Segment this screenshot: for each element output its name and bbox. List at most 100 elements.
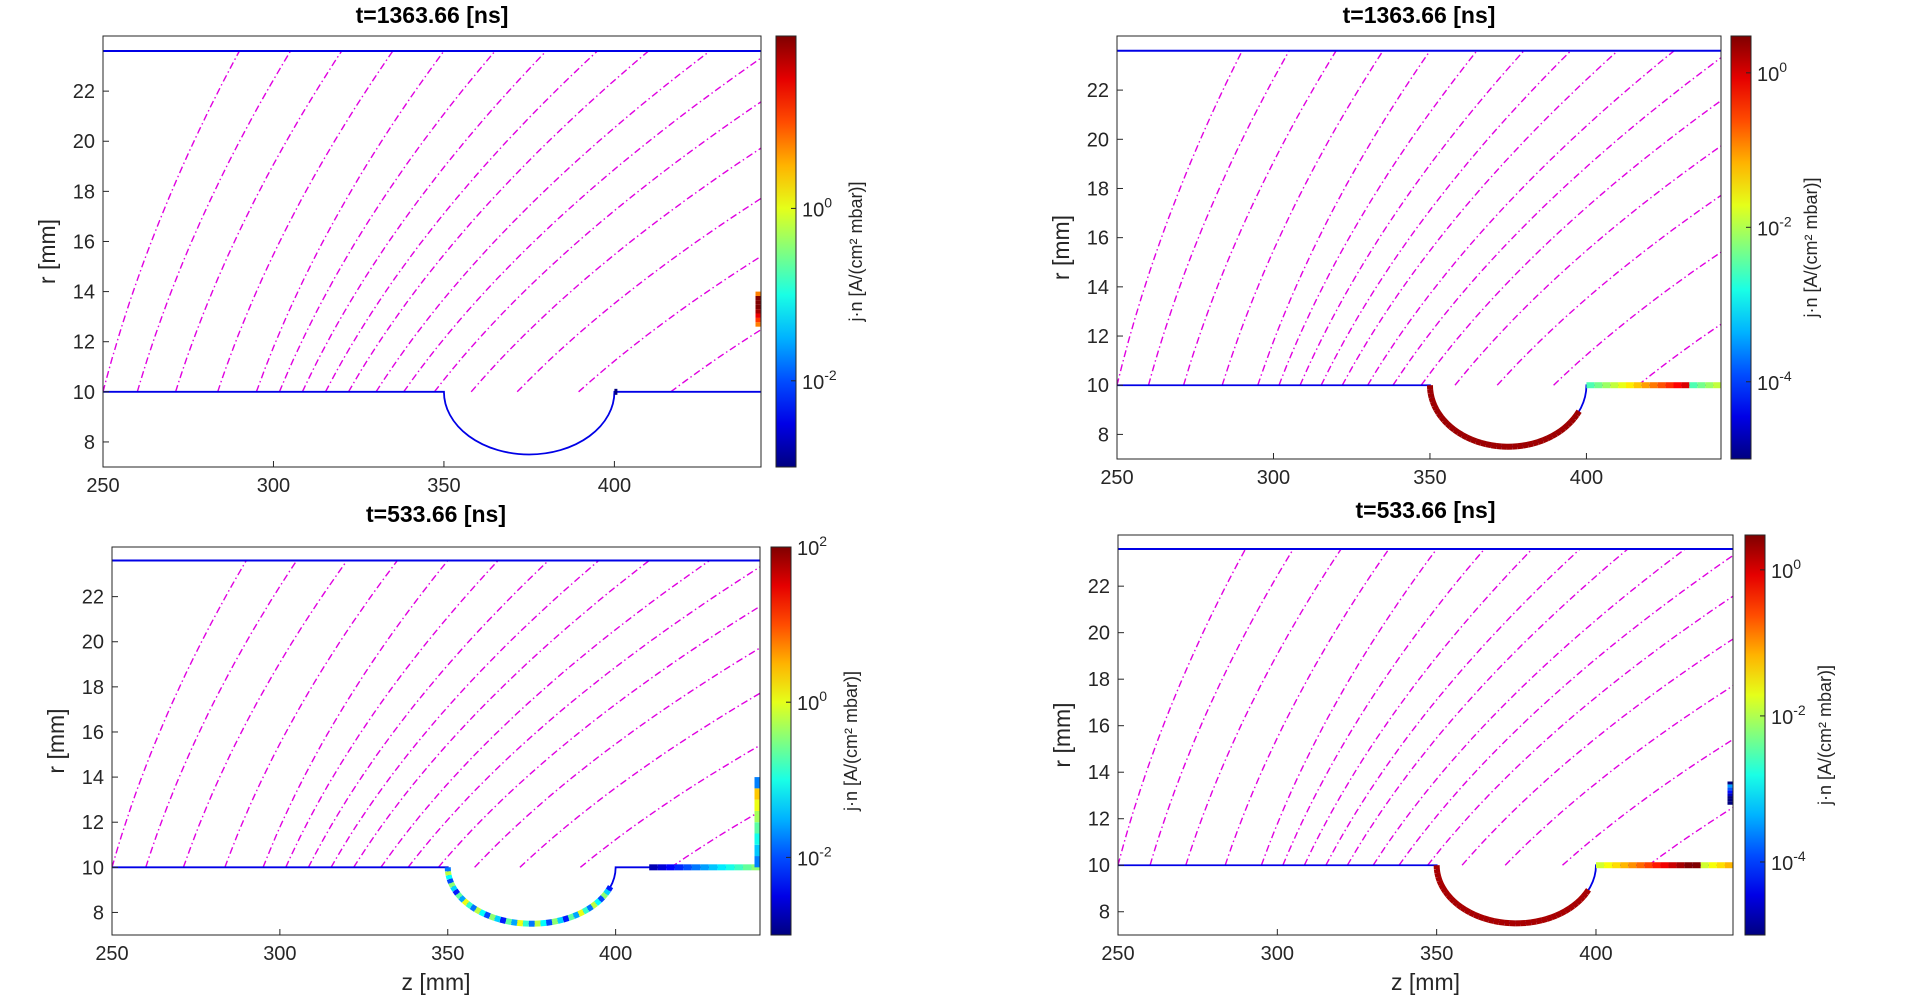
y-tick-label: 12 xyxy=(82,812,104,834)
field-line xyxy=(224,560,398,868)
emission-mark xyxy=(1541,435,1549,444)
y-axis-label: r [mm] xyxy=(1048,215,1074,280)
emission-mark xyxy=(1433,407,1442,415)
field-line xyxy=(1224,548,1390,866)
emission-mark xyxy=(1583,888,1591,896)
field-line xyxy=(474,647,760,868)
field-line xyxy=(1320,50,1572,386)
colorbar-tick-label: 10-4 xyxy=(1771,848,1806,875)
bottom-wall-groove xyxy=(1118,864,1733,925)
field-line xyxy=(1221,50,1384,386)
emission-mark xyxy=(597,895,605,903)
emission-mark xyxy=(1441,418,1450,426)
field-line xyxy=(1147,50,1290,386)
field-line xyxy=(1461,638,1733,866)
field-line xyxy=(1260,548,1438,866)
emission-mark xyxy=(1532,439,1539,447)
emission-mark xyxy=(556,916,564,924)
y-tick-label: 14 xyxy=(1087,277,1109,299)
colorbar xyxy=(1730,35,1752,460)
field-line xyxy=(1299,50,1525,386)
field-line xyxy=(1185,548,1342,866)
emission-mark xyxy=(452,888,461,896)
x-axis-label: z [mm] xyxy=(1391,969,1460,995)
field-line xyxy=(217,50,394,393)
emission-mark xyxy=(1488,916,1495,924)
field-line xyxy=(1341,50,1619,386)
field-line xyxy=(470,147,761,393)
emission-mark xyxy=(1480,439,1487,448)
field-line xyxy=(403,57,761,393)
field-line xyxy=(516,197,761,393)
colorbar xyxy=(775,35,797,468)
emission-mark xyxy=(483,911,491,919)
colorbar-tick-label: 100 xyxy=(797,688,827,715)
field-line xyxy=(1454,145,1721,386)
colorbar-label: j·n [A/(cm² mbar)] xyxy=(846,181,866,322)
field-line xyxy=(1637,323,1721,386)
y-tick-label: 10 xyxy=(1087,375,1109,397)
field-line xyxy=(380,559,711,868)
y-tick-label: 16 xyxy=(1087,228,1109,250)
x-tick-label: 250 xyxy=(1101,943,1134,965)
colorbar-tick-label: 100 xyxy=(802,194,832,221)
emission-mark xyxy=(1464,907,1472,916)
panel-title: t=1363.66 [ns] xyxy=(1343,2,1496,28)
x-tick-label: 300 xyxy=(1261,943,1294,965)
emission-mark xyxy=(1430,400,1438,407)
y-tick-label: 14 xyxy=(82,767,104,789)
emission-mark xyxy=(1427,388,1434,394)
emission-mark xyxy=(1567,903,1575,912)
emission-mark xyxy=(590,901,598,909)
emission-mark xyxy=(1465,434,1473,443)
emission-mark xyxy=(1431,404,1439,411)
y-tick-label: 22 xyxy=(1088,576,1110,598)
colorbar xyxy=(770,546,792,936)
panel-2: t=1363.66 [ns] 250 300 350 400 8 10 12 14 16 18 20 2… xyxy=(1048,2,1821,489)
emission-mark xyxy=(1571,900,1579,909)
colorbar-tick-label: 102 xyxy=(797,533,827,560)
axes-box xyxy=(111,546,761,936)
y-tick-label: 8 xyxy=(1099,902,1110,924)
field-line xyxy=(375,50,711,393)
emission-mark xyxy=(1562,422,1570,431)
emission-mark xyxy=(1473,911,1481,920)
emission-mark xyxy=(1440,886,1448,894)
field-line xyxy=(324,50,598,393)
emission-mark xyxy=(600,891,609,900)
y-axis-label: r [mm] xyxy=(43,708,69,773)
axes-box xyxy=(1117,534,1734,936)
axes-box xyxy=(1116,35,1722,460)
field-line xyxy=(285,560,499,868)
emission-mark xyxy=(1580,891,1589,899)
emission-mark xyxy=(1456,430,1465,438)
emission-mark xyxy=(1445,893,1454,901)
y-axis-label: r [mm] xyxy=(1049,702,1075,767)
x-tick-label: 400 xyxy=(599,943,632,965)
emission-segment xyxy=(444,867,614,927)
field-line xyxy=(519,692,760,868)
panel-title: t=1363.66 [ns] xyxy=(356,2,509,28)
colorbar-tick-label: 10-2 xyxy=(1771,702,1806,729)
emission-mark xyxy=(1448,896,1457,904)
emission-mark xyxy=(540,919,547,927)
colorbar xyxy=(1744,534,1766,936)
field-line xyxy=(578,255,761,393)
emission-mark xyxy=(1565,419,1574,428)
field-line xyxy=(1325,548,1581,866)
x-tick-label: 300 xyxy=(1257,467,1290,489)
emission-mark xyxy=(1568,416,1577,424)
emission-mark xyxy=(1452,899,1460,907)
emission-mark xyxy=(1559,908,1567,917)
emission-mark xyxy=(545,919,553,926)
emission-mark xyxy=(1545,914,1553,922)
y-tick-label: 18 xyxy=(1087,178,1109,200)
field-line xyxy=(330,559,600,868)
emission-mark xyxy=(1461,432,1469,441)
field-line xyxy=(307,559,549,868)
x-tick-label: 300 xyxy=(257,475,290,497)
y-tick-label: 14 xyxy=(73,282,95,304)
emission-mark xyxy=(1470,436,1478,445)
emission-mark xyxy=(586,903,594,912)
field-line xyxy=(174,50,343,393)
